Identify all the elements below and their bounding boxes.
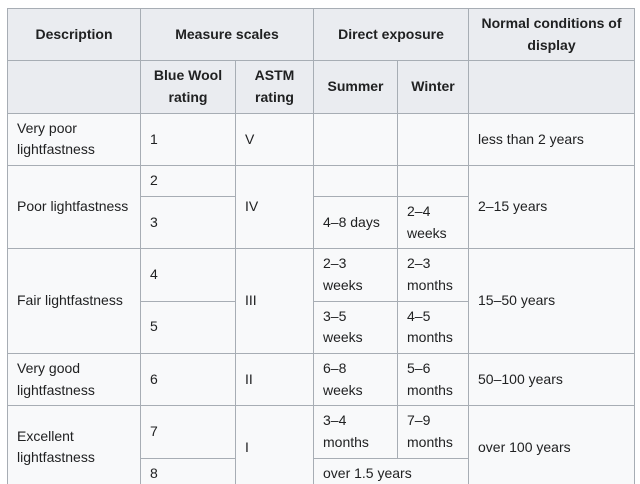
cell-poor-winter-empty: [396, 165, 470, 197]
cell-poor-summer: 4–8 days: [313, 195, 398, 250]
cell-poor-winter: 2–4 weeks: [396, 195, 470, 250]
cell-excellent-astm: I: [235, 405, 314, 484]
row-very-poor: Very poor lightfastness 1 V less than 2 …: [7, 112, 636, 167]
header-row-subcolumns: Blue Wool rating ASTM rating Summer Wint…: [7, 60, 636, 114]
cell-very-poor-display: less than 2 years: [468, 112, 636, 167]
row-poor-1: Poor lightfastness 2 IV 2–15 years: [7, 165, 636, 250]
cell-excellent-winter: 7–9 months: [396, 405, 470, 459]
cell-excellent-blue-wool-8: 8: [140, 457, 236, 484]
cell-poor-blue-wool-2: 2: [140, 165, 236, 197]
col-header-blue-wool-rating: Blue Wool rating: [140, 60, 236, 114]
col-subheader-normal-conditions-empty: [468, 60, 636, 114]
col-header-direct-exposure: Direct exposure: [312, 7, 470, 62]
lightfastness-table: Description Measure scales Direct exposu…: [7, 7, 636, 484]
cell-very-poor-summer: [313, 112, 398, 167]
cell-very-good-astm: II: [235, 352, 314, 407]
row-excellent-1: Excellent lightfastness 7 I 3–4 months 7…: [7, 405, 636, 484]
header-row-groups: Description Measure scales Direct exposu…: [7, 7, 636, 62]
cell-excellent-exposure-combined: over 1.5 years: [312, 457, 470, 484]
cell-very-poor-blue-wool: 1: [140, 112, 236, 167]
cell-poor-blue-wool-3: 3: [140, 195, 236, 250]
cell-excellent-blue-wool-7: 7: [140, 405, 236, 459]
col-header-measure-scales: Measure scales: [140, 7, 314, 62]
cell-fair-blue-wool-4: 4: [140, 248, 236, 302]
cell-fair-astm: III: [235, 248, 314, 354]
cell-fair-description: Fair lightfastness: [7, 248, 141, 354]
cell-very-poor-winter: [396, 112, 470, 167]
cell-fair-blue-wool-5: 5: [140, 300, 236, 354]
col-subheader-description-empty: [7, 60, 141, 114]
cell-poor-description: Poor lightfastness: [7, 165, 141, 250]
col-header-winter: Winter: [396, 60, 470, 114]
cell-fair-winter-2: 4–5 months: [396, 300, 470, 354]
cell-very-good-summer: 6–8 weeks: [313, 352, 398, 407]
cell-very-poor-astm: V: [235, 112, 314, 167]
row-poor-2: 3 4–8 days 2–4 weeks: [8, 195, 635, 250]
cell-fair-display: 15–50 years: [468, 248, 636, 354]
row-fair-1: Fair lightfastness 4 III 2–3 weeks 2–3 m…: [7, 248, 636, 354]
cell-very-good-display: 50–100 years: [468, 352, 636, 407]
cell-poor-astm: IV: [235, 165, 314, 250]
row-very-good: Very good lightfastness 6 II 6–8 weeks 5…: [7, 352, 636, 407]
col-header-summer: Summer: [313, 60, 398, 114]
col-header-description: Description: [7, 7, 141, 62]
col-header-astm-rating: ASTM rating: [235, 60, 314, 114]
cell-fair-winter-1: 2–3 months: [396, 248, 470, 302]
cell-excellent-description: Excellent lightfastness: [7, 405, 141, 484]
cell-very-good-description: Very good lightfastness: [7, 352, 141, 407]
col-header-normal-conditions: Normal conditions of display: [468, 7, 636, 62]
cell-excellent-display: over 100 years: [468, 405, 636, 484]
row-excellent-2: 8 over 1.5 years: [8, 457, 635, 484]
cell-very-good-winter: 5–6 months: [396, 352, 470, 407]
cell-poor-display: 2–15 years: [468, 165, 636, 250]
cell-poor-summer-empty: [313, 165, 398, 197]
cell-fair-summer-2: 3–5 weeks: [313, 300, 398, 354]
cell-very-good-blue-wool: 6: [140, 352, 236, 407]
cell-fair-summer-1: 2–3 weeks: [313, 248, 398, 302]
cell-excellent-summer: 3–4 months: [313, 405, 398, 459]
cell-very-poor-description: Very poor lightfastness: [7, 112, 141, 167]
